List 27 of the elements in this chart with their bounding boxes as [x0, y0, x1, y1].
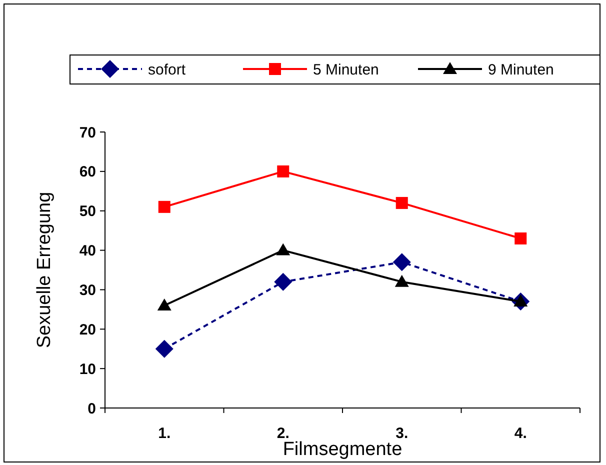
- x-tick-label: 4.: [514, 425, 527, 442]
- point: [392, 253, 411, 272]
- point: [157, 298, 172, 310]
- x-tick-label: 1.: [158, 425, 171, 442]
- point: [394, 274, 409, 287]
- legend-label: 9 Minuten: [488, 61, 554, 78]
- y-tick-label: 40: [79, 242, 96, 260]
- y-axis-title: Sexuelle Erregung: [34, 192, 55, 348]
- point: [277, 165, 290, 178]
- x-axis-title: Filmsegmente: [282, 439, 402, 460]
- point: [155, 340, 174, 358]
- point: [158, 200, 170, 213]
- x-tick-label: 3.: [396, 425, 408, 442]
- y-tick-label: 70: [79, 124, 96, 142]
- y-tick-label: 20: [79, 321, 96, 338]
- legend-label: 5 Minuten: [313, 61, 379, 78]
- y-tick-label: 0: [88, 400, 96, 418]
- point: [396, 196, 408, 209]
- point: [276, 243, 290, 256]
- y-tick-label: 50: [79, 203, 96, 220]
- point: [274, 272, 292, 291]
- x-tick-label: 2.: [276, 425, 290, 442]
- y-tick-label: 30: [79, 282, 96, 299]
- y-tick-label: 10: [79, 360, 96, 378]
- point: [514, 232, 527, 244]
- y-tick-label: 60: [79, 164, 96, 181]
- legend-label: sofort: [148, 61, 186, 78]
